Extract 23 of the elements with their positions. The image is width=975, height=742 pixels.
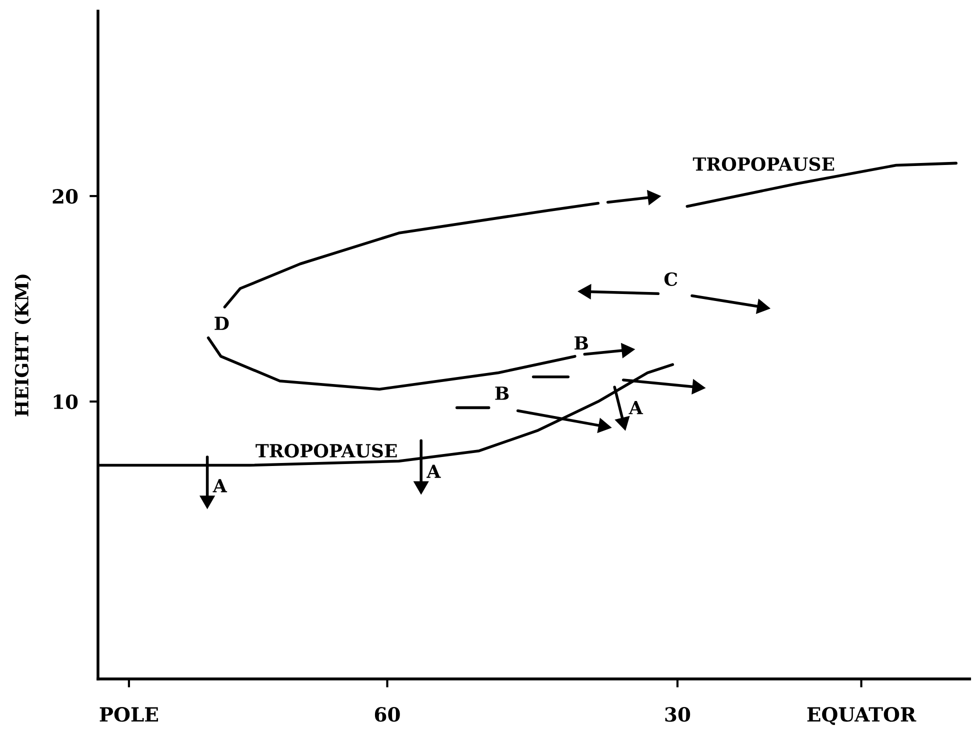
y-axis-title: HEIGHT (KM) — [14, 274, 32, 416]
y-tick-label: 20 — [52, 189, 78, 204]
point — [414, 481, 428, 494]
point — [621, 343, 634, 358]
line-series — [223, 202, 600, 308]
point — [647, 190, 661, 205]
annotation: A — [212, 479, 228, 492]
annotation: A — [426, 464, 441, 478]
annotation: TROPOPAUSE — [692, 157, 834, 171]
annotation: B — [574, 336, 588, 350]
x-tick-label: 30 — [665, 707, 690, 722]
annotation: B — [495, 386, 509, 400]
y-tick-label: 10 — [54, 394, 78, 410]
annotation: A — [628, 401, 644, 414]
annotation: C — [664, 272, 678, 286]
annotation: TROPOPAUSE — [256, 444, 397, 458]
point — [692, 380, 706, 394]
point — [200, 496, 215, 508]
point — [756, 299, 770, 314]
x-tick-label: EQUATOR — [807, 707, 916, 725]
x-tick-label: POLE — [100, 707, 158, 722]
annotation: D — [214, 316, 229, 330]
x-tick-label: 60 — [374, 707, 400, 722]
